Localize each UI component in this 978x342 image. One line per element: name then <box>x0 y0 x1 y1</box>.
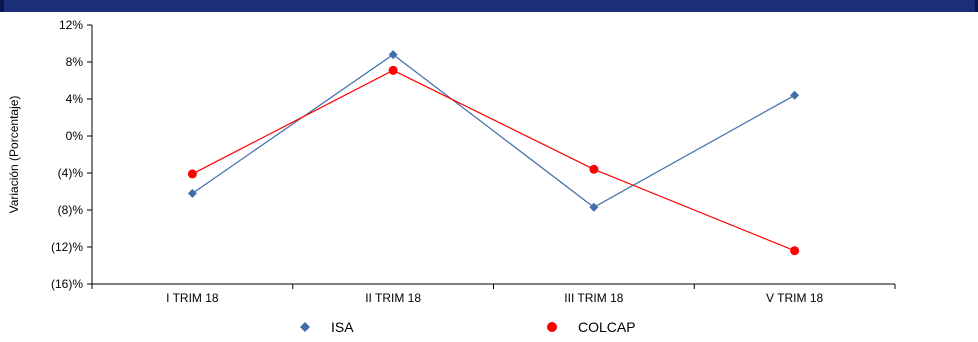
series-isa <box>187 50 800 212</box>
data-point-isa <box>187 188 197 198</box>
legend-item-colcap: COLCAP <box>547 319 636 335</box>
y-tick-label: (4)% <box>58 166 84 180</box>
series-line-colcap <box>192 69 795 252</box>
data-point-isa <box>589 202 599 212</box>
x-tick-label: I TRIM 18 <box>166 291 219 305</box>
y-tick-label: 8% <box>66 55 84 69</box>
legend-label-colcap: COLCAP <box>578 319 636 335</box>
series-colcap <box>187 65 800 256</box>
y-tick-label: 0% <box>66 129 84 143</box>
y-tick-label: 4% <box>66 92 84 106</box>
y-tick-label: (8)% <box>58 203 84 217</box>
y-tick-label: (12)% <box>51 240 83 254</box>
x-axis: I TRIM 18 II TRIM 18 III TRIM 18 V TRIM 18 <box>91 283 896 305</box>
legend-marker-colcap <box>547 322 557 332</box>
y-axis: 12% 8% 4% 0% (4)% (8)% (12)% (16)% <box>51 18 93 291</box>
data-point-isa <box>388 50 398 60</box>
y-tick-label: (16)% <box>51 277 83 291</box>
data-point-colcap <box>388 65 398 75</box>
header-left-accent <box>0 0 4 12</box>
data-point-colcap <box>187 169 197 179</box>
x-tick-label: III TRIM 18 <box>564 291 623 305</box>
series-group <box>187 50 800 256</box>
series-line-isa <box>192 53 795 208</box>
data-point-colcap <box>589 164 599 174</box>
legend-marker-isa <box>300 322 310 332</box>
legend-label-isa: ISA <box>331 319 354 335</box>
header-right-accent <box>975 0 978 12</box>
data-point-isa <box>790 90 800 100</box>
data-point-colcap <box>790 246 800 256</box>
legend: ISA COLCAP <box>300 319 636 335</box>
legend-item-isa: ISA <box>300 319 354 335</box>
x-tick-label: V TRIM 18 <box>766 291 823 305</box>
x-tick-label: II TRIM 18 <box>365 291 421 305</box>
header-bar <box>0 0 978 12</box>
y-axis-title: Variación (Porcentaje) <box>7 96 21 214</box>
y-tick-label: 12% <box>59 18 83 32</box>
